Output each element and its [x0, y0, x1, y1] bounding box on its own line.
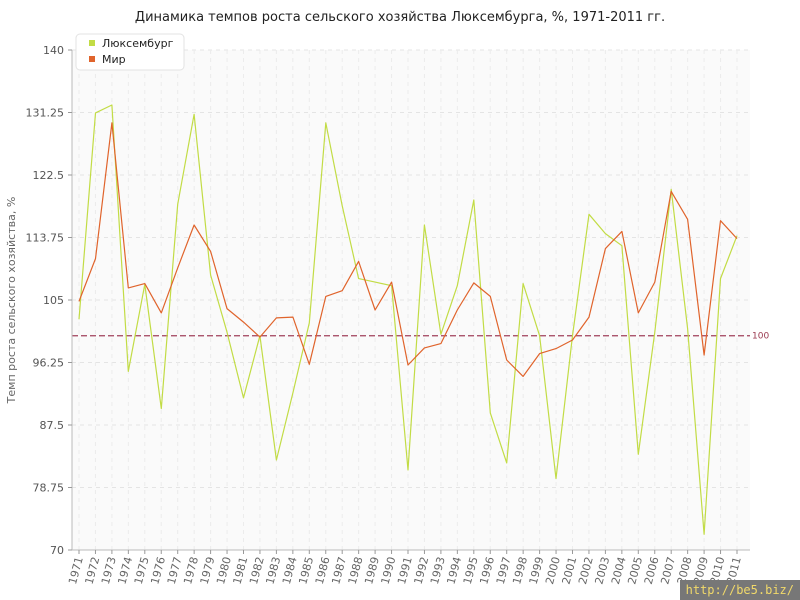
y-tick-label: 140 [43, 44, 64, 57]
chart-title: Динамика темпов роста сельского хозяйств… [134, 10, 666, 25]
watermark-link[interactable]: http://be5.biz/ [679, 580, 800, 600]
legend-swatch-luxembourg [89, 40, 95, 46]
y-axis-title: Темп роста сельского хозяйства, % [5, 197, 18, 405]
legend-swatch-world [89, 56, 95, 62]
y-tick-label: 70 [50, 544, 64, 557]
reference-line: 100 [72, 332, 769, 342]
legend-label-world: Мир [102, 53, 126, 66]
y-tick-label: 105 [43, 294, 64, 307]
x-axis-ticks: 1971197219731974197519761977197819791980… [66, 550, 744, 586]
y-tick-label: 113.75 [26, 232, 65, 245]
legend-label-luxembourg: Люксембург [102, 37, 174, 50]
reference-line-label: 100 [752, 332, 769, 342]
y-tick-label: 96.25 [33, 357, 65, 370]
series-line-0 [78, 104, 738, 535]
y-tick-label: 78.75 [33, 482, 65, 495]
y-axis-ticks: 70 78.75 87.5 96.25 105 113.75 122.5 131.25 140 [26, 44, 72, 557]
series-line-1 [78, 122, 738, 377]
y-tick-label: 122.5 [33, 169, 65, 182]
y-tick-label: 87.5 [40, 419, 65, 432]
legend: Люксембург Мир [75, 33, 185, 71]
series-lines [78, 104, 738, 535]
y-tick-label: 131.25 [26, 107, 65, 120]
legend-box [75, 33, 185, 71]
